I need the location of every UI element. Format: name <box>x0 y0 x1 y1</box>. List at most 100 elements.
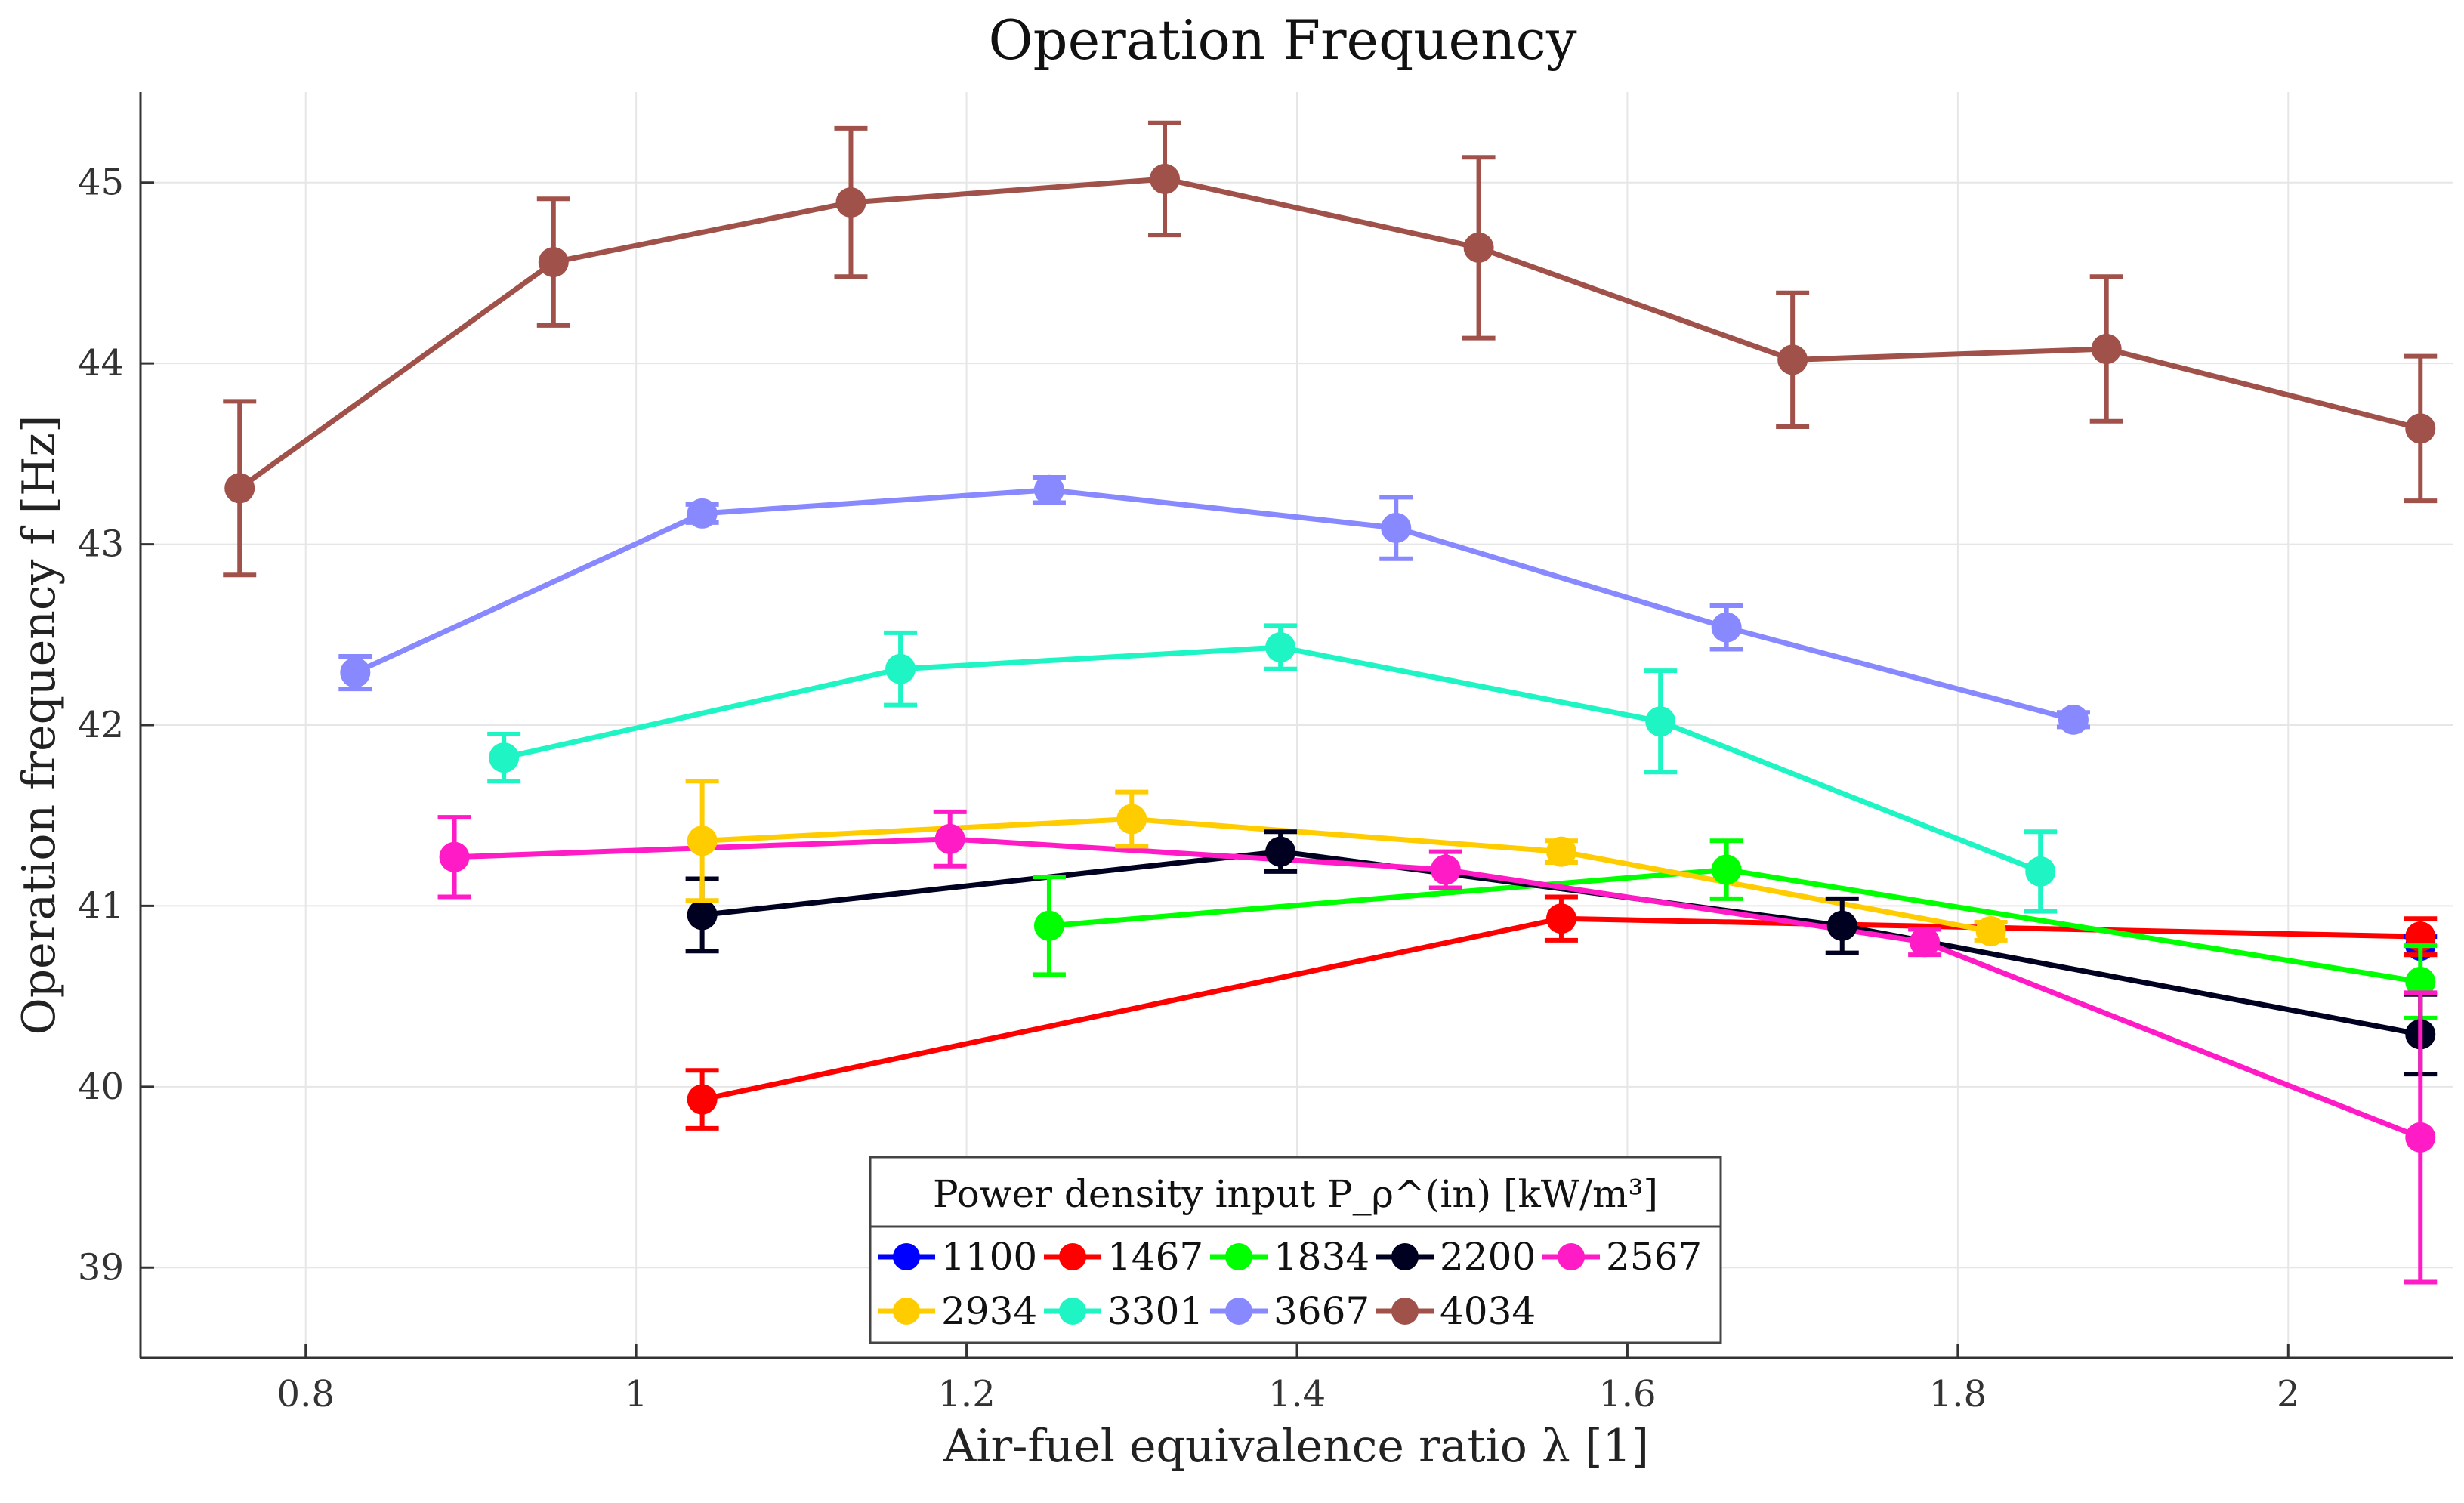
legend-entry-2934: 2934 <box>878 1289 1037 1333</box>
x-tick-label-5: 1.8 <box>1929 1373 1987 1415</box>
data-marker <box>1910 927 1941 958</box>
grid <box>140 92 2453 1358</box>
legend-swatch-marker <box>893 1298 920 1325</box>
series-3667-point-1 <box>685 498 719 529</box>
series-2934-point-3 <box>1974 915 2008 946</box>
series-2567-point-1 <box>933 809 967 869</box>
data-marker <box>2405 1122 2436 1153</box>
legend-entry-1467: 1467 <box>1044 1235 1203 1279</box>
series-4034-line <box>238 176 2422 491</box>
data-marker <box>2058 704 2089 735</box>
data-marker <box>1545 903 1576 934</box>
data-marker <box>538 247 569 278</box>
data-marker <box>2405 966 2436 997</box>
legend-entry-3301: 3301 <box>1044 1289 1203 1333</box>
data-marker <box>687 498 718 529</box>
legend-swatch-marker <box>1225 1298 1252 1325</box>
series-2200-line <box>702 849 2421 1037</box>
series-2934-line <box>702 816 1992 934</box>
series-2567-point-0 <box>437 815 471 900</box>
data-marker <box>224 473 255 504</box>
data-marker <box>1033 910 1064 941</box>
series-2934-point-1 <box>1115 789 1149 849</box>
legend-swatch-marker <box>1558 1243 1585 1270</box>
x-axis-label: Air-fuel equivalence ratio λ [1] <box>943 1420 1649 1473</box>
legend-swatch-marker <box>1391 1298 1419 1325</box>
data-marker <box>1711 854 1742 885</box>
data-marker <box>687 826 718 856</box>
data-marker <box>687 1084 718 1115</box>
data-marker <box>340 657 371 688</box>
series-3667-point-2 <box>1032 474 1066 505</box>
series-4034-point-2 <box>834 125 868 279</box>
data-marker <box>1265 632 1296 663</box>
data-marker <box>1150 163 1181 194</box>
data-marker <box>1711 612 1742 643</box>
legend: Power density input P_ρ^(in) [kW/m³] 1100… <box>869 1156 1722 1344</box>
y-tick-label-3: 42 <box>78 704 124 746</box>
legend-label: 4034 <box>1440 1289 1536 1333</box>
series-1834-point-0 <box>1032 875 1066 977</box>
legend-label: 3301 <box>1107 1289 1203 1333</box>
legend-label: 1467 <box>1107 1235 1203 1279</box>
legend-swatch-marker <box>1059 1243 1086 1270</box>
y-tick-label-1: 40 <box>78 1066 124 1108</box>
legend-label: 1100 <box>941 1235 1037 1279</box>
data-marker <box>2025 856 2056 887</box>
data-marker <box>1826 910 1857 941</box>
data-marker <box>1545 836 1576 867</box>
legend-label: 2567 <box>1606 1235 1702 1279</box>
legend-label: 1834 <box>1274 1235 1369 1279</box>
y-tick-label-2: 41 <box>78 884 124 927</box>
chart-title: Operation Frequency <box>988 8 1576 72</box>
series-4034-point-1 <box>536 196 570 328</box>
data-marker <box>2405 413 2436 444</box>
data-marker <box>1265 836 1296 867</box>
series-3667-line <box>354 487 2074 723</box>
data-marker <box>1463 232 1494 263</box>
y-tick-label-0: 39 <box>78 1246 124 1289</box>
series-4034-point-0 <box>223 399 257 578</box>
data-marker <box>1116 804 1147 835</box>
data-marker <box>1381 513 1412 544</box>
series-4034-point-5 <box>1776 290 1810 429</box>
data-marker <box>1033 474 1064 505</box>
series-2934-point-2 <box>1544 836 1578 867</box>
legend-swatch-marker <box>1225 1243 1252 1270</box>
series-3301-point-4 <box>2024 829 2058 914</box>
series-1834-point-1 <box>1709 838 1743 901</box>
legend-swatch-marker <box>893 1243 920 1270</box>
data-marker <box>835 187 866 218</box>
series-layer <box>223 120 2438 1285</box>
data-marker <box>1777 344 1808 375</box>
data-marker <box>1430 854 1461 885</box>
data-marker <box>1645 706 1676 737</box>
data-marker <box>934 823 965 854</box>
x-tick-label-1: 1 <box>625 1373 648 1415</box>
legend-title: Power density input P_ρ^(in) [kW/m³] <box>933 1172 1658 1216</box>
y-tick-label-4: 43 <box>78 523 124 566</box>
series-3667-point-5 <box>2056 704 2090 735</box>
series-1467-line <box>701 915 2421 1103</box>
x-tick-label-6: 2 <box>2277 1373 2300 1415</box>
series-2200-point-1 <box>1264 829 1298 874</box>
y-axis-label: Operation frequency f [Hz] <box>13 415 66 1035</box>
series-3667-point-4 <box>1709 603 1743 652</box>
series-2200-point-2 <box>1825 896 1859 955</box>
data-marker <box>489 742 520 773</box>
series-2567-point-3 <box>1908 927 1942 958</box>
x-tick-label-3: 1.4 <box>1268 1373 1326 1415</box>
series-2567-point-4 <box>2404 990 2438 1285</box>
series-3301-point-2 <box>1264 623 1298 671</box>
y-tick-label-5: 44 <box>78 342 124 384</box>
series-3301-point-0 <box>487 731 521 784</box>
x-tick-label-0: 0.8 <box>277 1373 335 1415</box>
series-1467-point-0 <box>685 1068 719 1131</box>
legend-swatch-marker <box>1059 1298 1086 1325</box>
legend-entry-4034: 4034 <box>1376 1289 1536 1333</box>
legend-entry-2200: 2200 <box>1376 1235 1536 1279</box>
legend-entry-2567: 2567 <box>1542 1235 1702 1279</box>
series-1467-point-1 <box>1544 894 1578 943</box>
series-3667-point-3 <box>1379 495 1413 561</box>
data-marker <box>1975 915 2006 946</box>
